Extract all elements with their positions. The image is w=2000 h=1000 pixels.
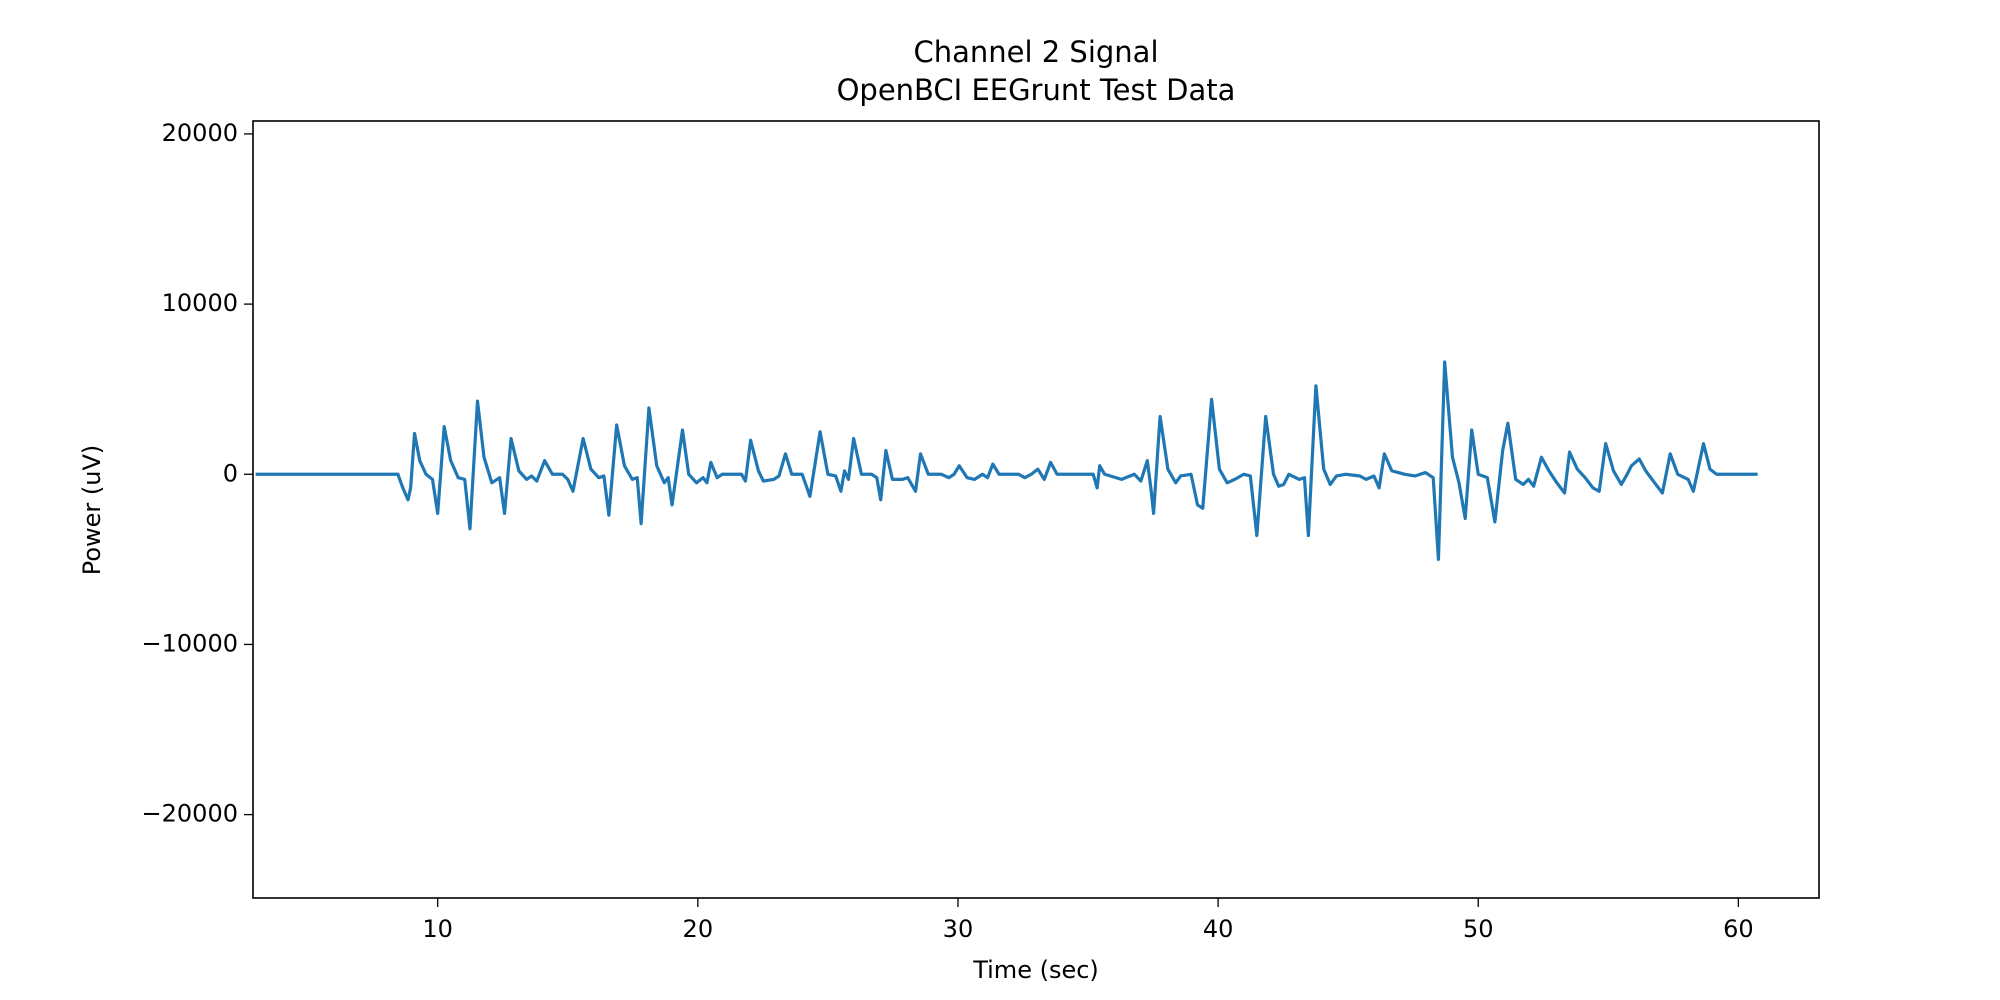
y-tick-label: 20000	[162, 119, 238, 147]
x-tick-label: 40	[1203, 915, 1234, 943]
y-tick-label: 0	[223, 459, 238, 487]
plot-frame	[252, 120, 1820, 899]
x-axis-label: Time (sec)	[972, 956, 1099, 984]
chart-subtitle: OpenBCI EEGrunt Test Data	[837, 73, 1236, 107]
x-tick-label: 10	[422, 915, 453, 943]
y-tick-label: −20000	[142, 800, 238, 828]
y-axis-label: Power (uV)	[78, 445, 106, 576]
x-tick-label: 60	[1723, 915, 1754, 943]
y-tick-label: −10000	[142, 629, 238, 657]
chart-title: Channel 2 Signal	[913, 35, 1158, 69]
signal-line	[255, 360, 1758, 561]
x-tick-label: 50	[1463, 915, 1494, 943]
y-tick-label: 10000	[162, 289, 238, 317]
x-tick-label: 30	[943, 915, 974, 943]
x-tick-label: 20	[683, 915, 714, 943]
